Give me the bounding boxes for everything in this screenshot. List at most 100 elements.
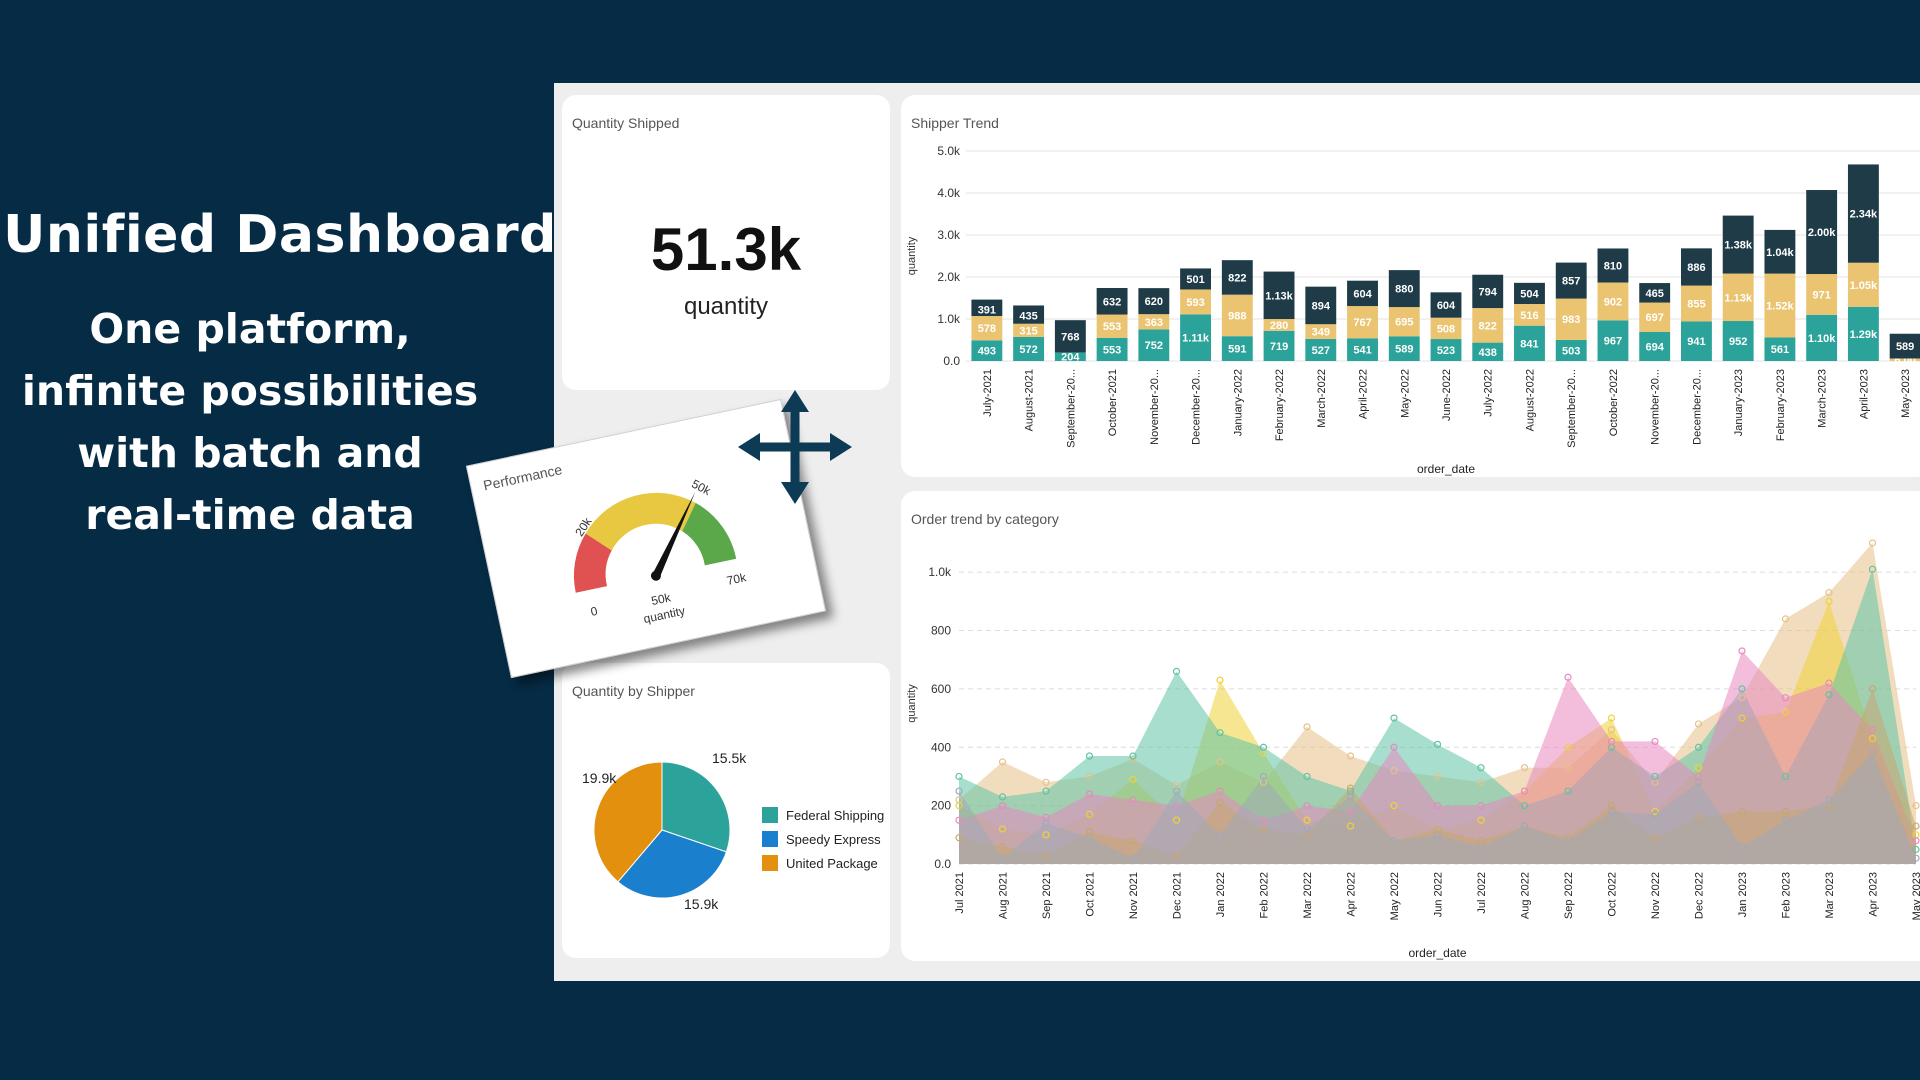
bar-segment [1555,298,1587,340]
bar-data-label: 1.13k [1724,292,1752,304]
data-point [1477,778,1485,786]
data-point [1694,720,1703,728]
bar-data-label: 822 [1479,320,1497,332]
data-point [1390,802,1398,810]
bar-data-label: 967 [1604,336,1622,348]
bar-data-label: 465 [1646,288,1664,300]
bar-segment [1514,325,1545,361]
bar-data-label: 315 [1019,325,1037,337]
x-tick-label: Nov 2021 [1128,872,1140,919]
bar-data-label: 810 [1604,260,1622,272]
pie-slice [593,761,663,883]
data-point [1738,694,1746,702]
bar-data-label: 349 [1312,327,1330,339]
bar-data-label: 363 [1145,317,1163,329]
quantity-shipped-card[interactable]: Quantity Shipped 51.3k quantity [562,95,890,390]
data-point [1868,734,1877,743]
data-point [1433,740,1442,748]
bar-segment [1180,268,1212,290]
data-point [1477,816,1485,824]
area-series [959,753,1916,864]
legend-item[interactable]: Speedy Express [762,827,884,851]
x-tick-label: March-2023 [1817,369,1829,428]
data-point [1781,694,1790,702]
bar-segment [1639,283,1671,303]
hero-subtitle-line: infinite possibilities [21,367,479,415]
bar-data-label: 697 [1646,312,1664,324]
x-axis-label: order_date [1408,946,1466,960]
data-point [1520,822,1529,830]
bar-segment [1221,336,1253,361]
bar-segment [971,316,1003,341]
quantity-by-shipper-card[interactable]: Quantity by Shipper 15.5k 15.9k 19.9k Fede… [562,663,890,958]
y-axis-label: quantity [906,236,918,275]
y-tick-label: 800 [931,624,951,638]
bar-segment [1180,289,1212,315]
bar-segment [1597,248,1629,283]
legend-item[interactable]: United Package [762,851,884,875]
data-point [1912,802,1920,810]
data-point [1216,787,1224,795]
pie-data-label: 15.5k [712,750,747,766]
legend-swatch [762,831,778,847]
gauge-hub [650,570,661,581]
hero-subtitle: One platform, infinite possibilities wit… [0,298,500,546]
bar-data-label: 752 [1145,340,1163,352]
x-tick-label: December-20... [1191,369,1203,445]
data-point [1042,851,1050,859]
data-point [1303,772,1311,781]
bar-data-label: 541 [1353,345,1371,357]
bar-data-label: 593 [1186,297,1204,309]
data-point [1781,708,1790,716]
x-tick-label: January-2022 [1232,369,1244,436]
data-point [1651,810,1659,818]
data-point [1085,790,1094,798]
bar-data-label: 1.05k [1850,280,1878,292]
card-title: Quantity by Shipper [572,683,695,699]
dashboard-canvas: Quantity Shipped 51.3k quantity Shipper … [554,83,1920,981]
pie-slice [661,761,731,853]
x-tick-label: March-2022 [1316,369,1328,428]
x-tick-label: August-2022 [1524,369,1536,431]
data-point [1129,752,1137,760]
performance-card-dragging[interactable]: Performance 0 20k 50k 70k 50k quantity [465,398,827,679]
bar-data-label: 591 [1228,344,1246,356]
bar-segment [1221,294,1253,337]
hero-subtitle-line: One platform, [89,305,411,353]
bar-segment [1806,274,1838,315]
data-point [1042,778,1050,786]
y-tick-label: 600 [931,682,951,696]
bar-data-label: 589 [1896,341,1914,353]
x-tick-label: Feb 2023 [1781,872,1793,918]
bar-data-label: 391 [978,305,996,317]
data-point [1564,834,1572,842]
order-trend-card[interactable]: Order trend by category 0.0 200 400 600 800 1… [901,491,1920,961]
legend-item[interactable]: Federal Shipping [762,803,884,827]
bar-data-label: 553 [1103,344,1121,356]
bar-data-label: 561 [1771,344,1789,356]
bar-data-label: 822 [1228,272,1246,284]
pie-slice [617,829,728,899]
y-tick-label: 1.0k [928,565,952,579]
y-tick-label: 3.0k [937,228,961,242]
x-tick-label: October-2022 [1608,369,1620,436]
bar-data-label: 1.10k [1808,333,1836,345]
bar-data-label: 589 [1395,344,1413,356]
bar-data-label: 902 [1604,296,1622,308]
data-point [1042,831,1050,839]
data-point [1172,667,1181,675]
bar-segment [1013,336,1045,361]
data-point [1346,807,1355,816]
data-point [1520,802,1529,810]
kpi-unit: quantity [683,293,769,320]
data-point [1303,723,1311,731]
bar-segment [1847,262,1879,307]
data-point [1738,842,1746,851]
bar-segment [1305,324,1337,339]
hero-panel: Unified Dashboard One platform, infinite… [0,0,560,1080]
bar-data-label: 719 [1270,341,1288,353]
data-point [1259,772,1268,781]
data-point [1346,752,1355,760]
shipper-trend-card[interactable]: Shipper Trend 0.0 1.0k 2.0k 3.0k 4.0k 5.0k qua… [901,95,1920,477]
data-point [1564,673,1572,681]
